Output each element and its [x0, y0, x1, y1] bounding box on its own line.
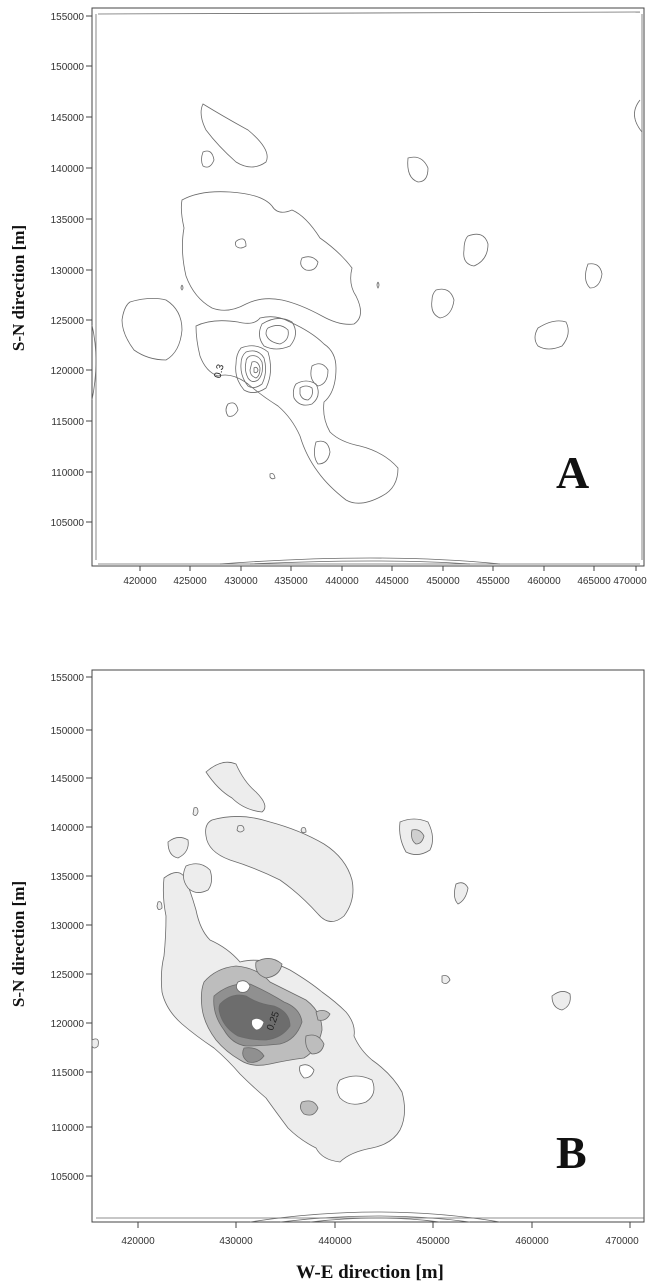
- panel-a-xtick-label: 420000: [123, 576, 157, 587]
- panel-a-xtick-label: 460000: [527, 576, 561, 587]
- panel-a-ytick-label: 150000: [51, 62, 85, 73]
- panel-b-letter: B: [556, 1127, 587, 1178]
- panel-b-ytick-label: 120000: [51, 1019, 85, 1030]
- panel-a-ytick-label: 110000: [51, 468, 84, 479]
- panel-a-xtick-label: 465000: [577, 576, 611, 587]
- panel-b-ytick-label: 110000: [51, 1123, 84, 1134]
- panel-b-ytick-label: 130000: [51, 921, 85, 932]
- panel-a-ytick-label: 125000: [51, 316, 85, 327]
- panel-b-y-axis-title: S-N direction [m]: [9, 881, 28, 1007]
- panel-a-ytick-label: 105000: [51, 518, 85, 529]
- panel-b-ytick-label: 155000: [51, 673, 85, 684]
- panel-a-xtick-label: 455000: [476, 576, 510, 587]
- panel-b-contours: 0.25: [91, 761, 644, 1223]
- panel-a-ytick-label: 130000: [51, 266, 85, 277]
- panel-a-ytick-label: 120000: [51, 366, 85, 377]
- panel-a-xtick-label: 425000: [173, 576, 207, 587]
- panel-a-xtick-label: 445000: [375, 576, 409, 587]
- panel-b-ytick-label: 125000: [51, 970, 85, 981]
- panel-a-frame: [91, 7, 645, 567]
- panel-b-xtick-label: 440000: [318, 1236, 352, 1247]
- panel-a-x-ticks: 420000 425000 430000 435000 440000 44500…: [123, 566, 647, 587]
- panel-b-ytick-label: 150000: [51, 726, 85, 737]
- panel-a-xtick-label: 450000: [426, 576, 460, 587]
- panel-b: 155000 150000 145000 140000 135000 13000…: [9, 669, 645, 1283]
- panel-a-ytick-label: 140000: [51, 164, 85, 175]
- panel-a-contour-label: 0.3: [212, 363, 226, 380]
- panel-a-contours: 0.3: [91, 11, 643, 565]
- panel-b-ytick-label: 140000: [51, 823, 85, 834]
- panel-b-y-ticks: 155000 150000 145000 140000 135000 13000…: [51, 673, 92, 1183]
- panel-b-xtick-label: 420000: [121, 1236, 155, 1247]
- panel-b-ytick-label: 145000: [51, 774, 85, 785]
- panel-a-ytick-label: 135000: [51, 215, 85, 226]
- panel-a-xtick-label: 470000: [613, 576, 647, 587]
- panel-b-xtick-label: 430000: [219, 1236, 253, 1247]
- panel-a: 155000 150000 145000 140000 135000 13000…: [9, 7, 647, 587]
- panel-b-ytick-label: 115000: [51, 1068, 84, 1079]
- panel-a-ytick-label: 115000: [51, 417, 84, 428]
- panel-a-ytick-label: 145000: [51, 113, 85, 124]
- panel-a-ytick-label: 155000: [51, 12, 85, 23]
- panel-a-xtick-label: 435000: [274, 576, 308, 587]
- panel-a-xtick-label: 440000: [325, 576, 359, 587]
- panel-b-ytick-label: 105000: [51, 1172, 85, 1183]
- panel-b-x-ticks: 420000 430000 440000 450000 460000 47000…: [121, 1222, 639, 1247]
- panel-b-xtick-label: 460000: [515, 1236, 549, 1247]
- panel-b-ytick-label: 135000: [51, 872, 85, 883]
- x-axis-title: W-E direction [m]: [296, 1262, 444, 1283]
- panel-a-y-ticks: 155000 150000 145000 140000 135000 13000…: [51, 12, 92, 529]
- panel-a-y-axis-title: S-N direction [m]: [9, 225, 28, 351]
- panel-b-xtick-label: 470000: [605, 1236, 639, 1247]
- panel-b-xtick-label: 450000: [416, 1236, 450, 1247]
- panel-a-xtick-label: 430000: [224, 576, 258, 587]
- panel-a-letter: A: [556, 447, 589, 498]
